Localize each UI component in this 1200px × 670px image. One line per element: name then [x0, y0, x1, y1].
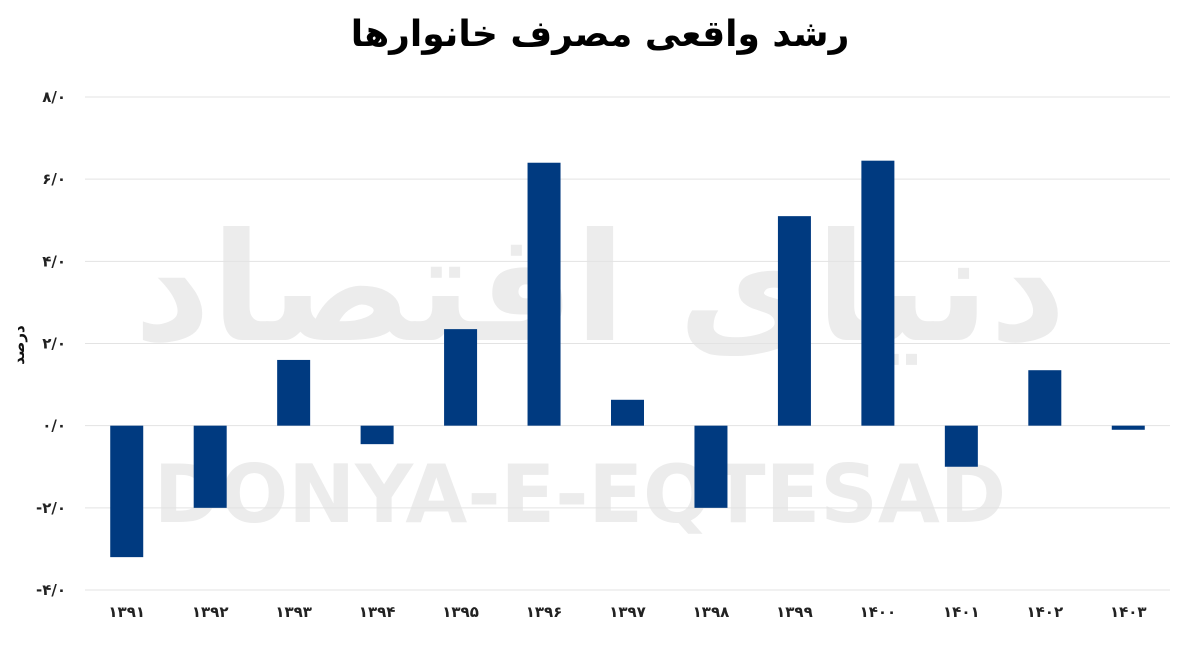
bar [694, 425, 728, 508]
y-tick-label: ۲/۰ [42, 335, 66, 353]
x-tick-label: ۱۳۹۴ [359, 603, 396, 621]
x-tick-label: ۱۳۹۹ [776, 603, 813, 621]
bar [110, 425, 144, 558]
y-tick-label: -۲/۰ [36, 499, 66, 517]
bar [1028, 370, 1062, 426]
y-tick-label: ۴/۰ [42, 252, 66, 270]
chart-title: رشد واقعی مصرف خانوارها [350, 14, 850, 55]
y-tick-labels: -۴/۰ -۲/۰ ۰/۰ ۲/۰ ۴/۰ ۶/۰ ۸/۰ [36, 88, 66, 599]
watermark: دنیای اقتصاد DONYA-E-EQTESAD [134, 202, 1067, 541]
x-tick-labels: ۱۳۹۱ ۱۳۹۲ ۱۳۹۳ ۱۳۹۴ ۱۳۹۵ ۱۳۹۶ ۱۳۹۷ ۱۳۹۸ ۱۳۹۹ ۱۴۰۰… [108, 603, 1146, 621]
bar [277, 359, 311, 426]
x-tick-label: ۱۴۰۱ [943, 603, 980, 621]
y-axis-label: درصد [10, 325, 28, 365]
y-tick-label: -۴/۰ [36, 581, 66, 599]
bar [861, 160, 895, 426]
bar [360, 425, 394, 445]
x-tick-label: ۱۳۹۱ [108, 603, 145, 621]
x-tick-label: ۱۳۹۸ [693, 603, 730, 621]
bar [193, 425, 227, 508]
x-tick-label: ۱۳۹۵ [442, 603, 479, 621]
bars [110, 160, 1145, 558]
x-tick-label: ۱۳۹۲ [192, 603, 229, 621]
x-tick-label: ۱۴۰۲ [1026, 603, 1063, 621]
watermark-logo: دنیای اقتصاد [134, 202, 1067, 376]
x-tick-label: ۱۳۹۷ [609, 603, 646, 621]
x-tick-label: ۱۴۰۳ [1110, 603, 1147, 621]
watermark-latin: DONYA-E-EQTESAD [154, 448, 1006, 541]
bar [527, 162, 561, 426]
x-tick-label: ۱۳۹۶ [526, 603, 563, 621]
bar [611, 399, 644, 426]
bar [944, 425, 978, 467]
bar [777, 216, 811, 426]
x-tick-label: ۱۳۹۳ [275, 603, 312, 621]
y-tick-label: ۸/۰ [42, 88, 66, 106]
y-tick-label: ۰/۰ [42, 417, 66, 435]
x-tick-label: ۱۴۰۰ [860, 603, 897, 621]
y-tick-label: ۶/۰ [42, 170, 66, 188]
bar [1111, 425, 1145, 430]
bar [444, 329, 478, 426]
